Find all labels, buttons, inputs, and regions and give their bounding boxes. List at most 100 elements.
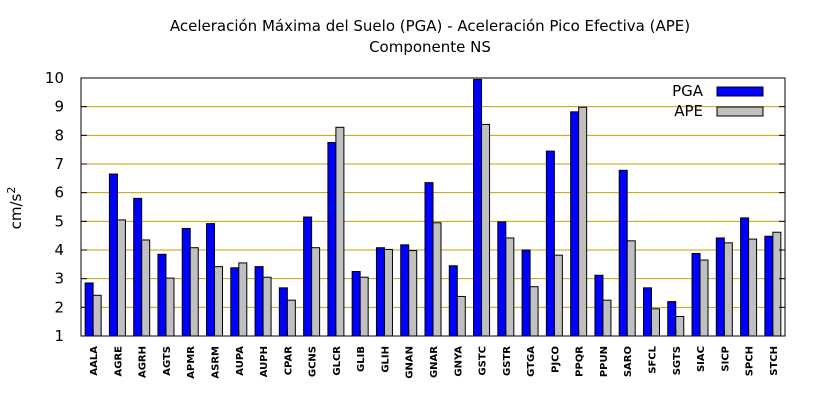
x-tick-label-gcns: GCNS [308,346,319,377]
chart-title: Aceleración Máxima del Suelo (PGA) - Ace… [170,17,690,35]
y-tick-label-8: 8 [54,126,64,144]
x-tick-label-cpar: CPAR [283,346,294,375]
bar-pga-sgts [667,301,677,337]
bar-pga-ppun [594,274,604,337]
bar-ape-gcns [311,247,321,337]
bar-pga-gnya [448,265,458,337]
legend-label-pga: PGA [672,82,704,100]
y-tick-label-6: 6 [54,184,64,202]
bar-pga-gstr [497,221,507,337]
bar-ape-aupa [238,262,248,337]
y-axis-label: cm/s2 [5,187,25,230]
bar-pga-agts [157,253,167,337]
bar-pga-aala [84,282,94,337]
bar-ape-gnar [432,222,442,337]
y-axis-ticks: 1 2 3 4 5 6 7 8 9 10 [45,69,785,345]
bar-pga-glih [375,247,385,337]
x-tick-label-ppun: PPUN [599,346,610,377]
x-tick-label-glcr: GLCR [332,346,343,376]
bar-ape-pjco [553,254,563,337]
bar-ape-aala [92,294,102,337]
bar-ape-siac [699,259,709,337]
y-tick-label-3: 3 [54,270,64,288]
bar-ape-glcr [335,126,345,337]
y-tick-label-4: 4 [54,241,64,259]
x-tick-label-agre: AGRE [113,346,124,377]
x-tick-label-stch: STCH [769,346,780,376]
legend: PGA APE [672,82,764,120]
x-tick-label-gstc: GSTC [478,346,489,376]
bar-pga-sfcl [642,287,652,337]
bar-pga-agrh [133,197,143,337]
bar-ape-sicp [723,242,733,337]
bar-pga-gcns [303,216,313,337]
bar-pga-spch [740,217,750,337]
x-tick-label-glih: GLIH [380,346,391,373]
bar-ape-agre [116,219,126,337]
bar-ape-saro [626,240,636,337]
x-tick-label-gnya: GNYA [453,346,464,377]
bar-pga-glib [351,271,361,337]
x-tick-label-gnan: GNAN [405,346,416,379]
x-tick-label-saro: SARO [623,346,634,377]
bar-ape-sgts [675,316,685,337]
bar-ape-gnya [456,295,466,337]
bar-pga-cpar [278,287,288,337]
bar-pga-gnar [424,182,434,337]
bar-ape-spch [748,238,758,337]
y-axis-label-unit: cm/s [7,193,25,229]
x-tick-label-aala: AALA [89,346,100,376]
bar-ape-glih [383,248,393,337]
x-tick-label-pjco: PJCO [550,346,561,373]
x-tick-label-spch: SPCH [745,346,756,376]
x-tick-label-aupa: AUPA [235,346,246,376]
bar-ape-ppun [602,299,612,337]
y-tick-label-2: 2 [54,298,64,316]
bar-pga-siac [691,252,701,337]
bar-ape-gstc [481,123,491,337]
chart-subtitle: Componente NS [369,38,491,56]
x-tick-label-gtga: GTGA [526,346,537,377]
bar-pga-pjco [545,150,555,337]
bar-ape-agrh [141,239,151,337]
x-tick-label-auph: AUPH [259,346,270,377]
y-tick-label-5: 5 [54,212,64,230]
x-axis-ticks: AALA AGRE AGRH AGTS APMR ASRM AUPA AUPH CPAR GCNS… [89,330,780,379]
bar-ape-gtga [529,286,539,337]
bar-pga-saro [618,169,628,337]
x-tick-label-sfcl: SFCL [647,345,658,373]
bar-ape-auph [262,276,272,337]
x-tick-label-agrh: AGRH [138,346,149,378]
x-tick-label-siac: SIAC [696,346,707,372]
x-tick-label-sicp: SICP [720,346,731,372]
bar-ape-cpar [286,299,296,337]
x-tick-label-ppqr: PPQR [575,346,586,377]
x-tick-label-sgts: SGTS [672,346,683,375]
y-tick-label-1: 1 [54,327,64,345]
x-tick-label-agts: AGTS [162,346,173,376]
bar-pga-ppqr [570,111,580,337]
bar-pga-aupa [230,267,240,337]
bar-ape-sfcl [650,308,660,337]
bar-ape-apmr [189,247,199,337]
bar-ape-ppqr [578,106,588,337]
bar-pga-sicp [715,237,725,337]
legend-swatch-pga [716,86,764,97]
x-tick-label-glib: GLIB [356,346,367,372]
bar-pga-stch [764,235,774,337]
bar-ape-asrm [214,266,224,337]
bar-pga-asrm [206,223,216,337]
bar-ape-agts [165,277,175,337]
y-tick-label-10: 10 [45,69,64,87]
y-tick-label-9: 9 [54,98,64,116]
bar-pga-agre [108,173,118,337]
bar-ape-stch [772,231,782,337]
bar-pga-glcr [327,142,337,337]
y-tick-label-7: 7 [54,155,64,173]
x-tick-label-asrm: ASRM [211,346,222,379]
x-tick-label-gstr: GSTR [502,346,513,376]
legend-swatch-ape [716,106,764,117]
x-tick-label-apmr: APMR [186,346,197,379]
x-tick-label-gnar: GNAR [429,346,440,378]
